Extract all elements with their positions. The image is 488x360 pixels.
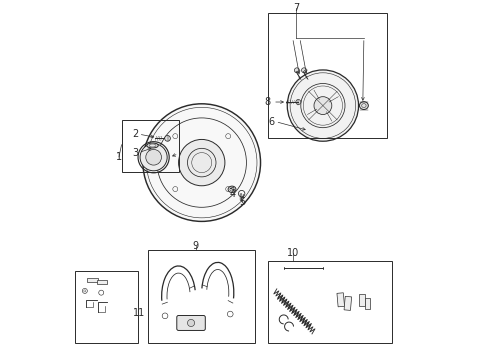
Circle shape (140, 144, 167, 171)
Text: 3: 3 (132, 148, 138, 158)
Circle shape (294, 68, 299, 73)
Ellipse shape (146, 143, 158, 148)
Circle shape (313, 97, 331, 114)
Bar (148, 250, 255, 343)
Text: 4: 4 (229, 189, 236, 199)
Bar (75, 271, 137, 343)
Bar (344, 296, 351, 310)
Text: 1: 1 (116, 152, 122, 162)
Text: 5: 5 (239, 197, 245, 207)
Circle shape (286, 70, 358, 141)
Text: 6: 6 (267, 117, 274, 127)
FancyBboxPatch shape (177, 315, 205, 330)
Circle shape (187, 319, 194, 327)
Circle shape (142, 104, 260, 221)
Bar (336, 293, 344, 307)
Circle shape (301, 68, 306, 73)
Bar (97, 280, 106, 284)
Text: 7: 7 (292, 3, 299, 13)
Ellipse shape (359, 102, 367, 109)
Circle shape (295, 99, 300, 104)
Text: 2: 2 (132, 129, 138, 139)
Text: 11: 11 (133, 308, 145, 318)
Bar (122, 120, 178, 171)
Bar (267, 13, 386, 138)
Bar (359, 294, 364, 306)
Bar (364, 298, 369, 309)
Circle shape (164, 135, 170, 141)
Bar (87, 278, 98, 282)
Circle shape (178, 139, 224, 186)
Bar (267, 261, 391, 343)
Text: 9: 9 (192, 241, 198, 251)
Ellipse shape (227, 186, 236, 193)
Circle shape (145, 149, 161, 165)
Text: 10: 10 (286, 248, 298, 258)
Text: 8: 8 (264, 97, 270, 107)
